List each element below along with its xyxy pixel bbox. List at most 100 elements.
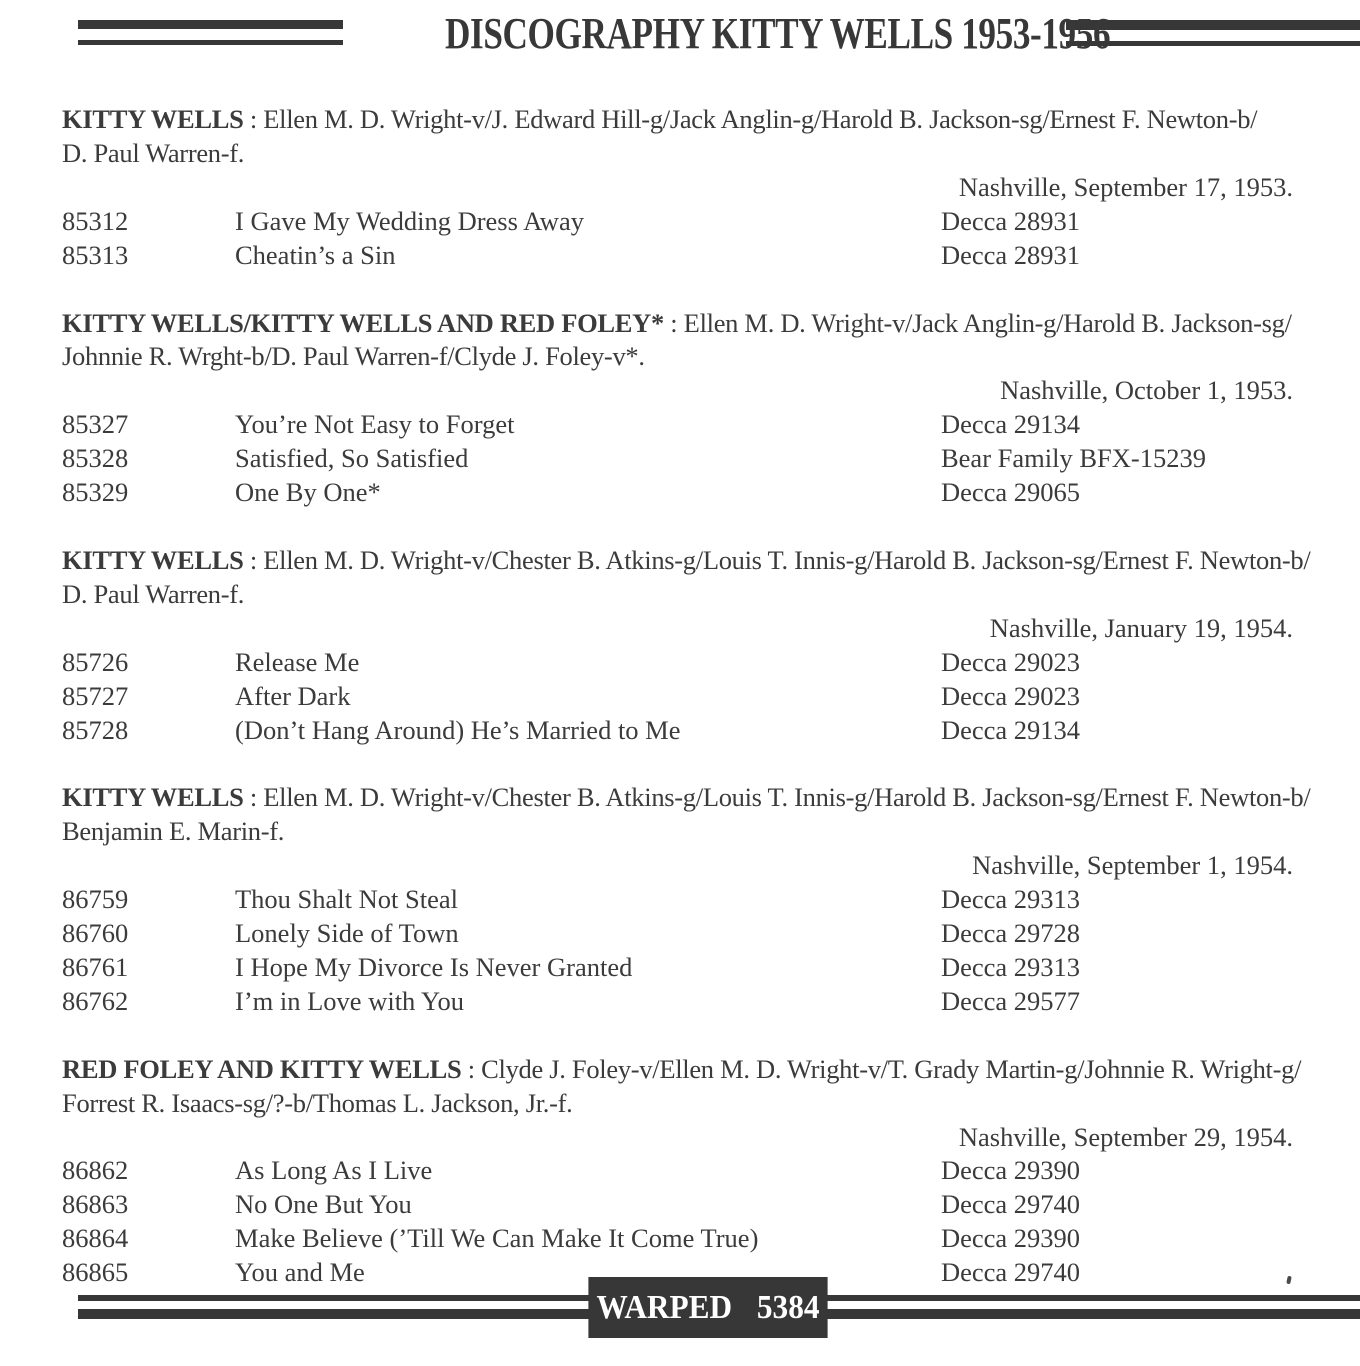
track-row: 85727 After Dark Decca 29023 (62, 680, 1360, 714)
page-title: DISCOGRAPHY KITTY WELLS 1953-1956 (445, 9, 1111, 58)
track-release: Decca 29728 (941, 918, 1081, 949)
session-date: Nashville, September 1, 1954. (972, 850, 1293, 881)
track-matrix-number: 86759 (62, 884, 129, 915)
artist-name: KITTY WELLS (62, 782, 244, 813)
track-release: Decca 29134 (941, 714, 1081, 745)
track-title: Make Believe (’Till We Can Make It Come … (235, 1223, 759, 1254)
track-row: 86862 As Long As I Live Decca 29390 (62, 1154, 1360, 1188)
track-matrix-number: 86760 (62, 918, 129, 949)
session-header-line1: KITTY WELLS : Ellen M. D. Wright-v/J. Ed… (62, 103, 1360, 137)
artist-name: KITTY WELLS (62, 544, 244, 575)
session-date: Nashville, September 29, 1954. (958, 1121, 1293, 1152)
session-credits-line1: : Ellen M. D. Wright-v/J. Edward Hill-g/… (243, 104, 1258, 134)
header-rule-left-thin (78, 40, 343, 45)
track-title: As Long As I Live (235, 1155, 433, 1186)
track-matrix-number: 85328 (62, 443, 129, 474)
track-release: Decca 29577 (941, 985, 1081, 1016)
track-release: Decca 29740 (941, 1257, 1081, 1288)
track-title: You and Me (235, 1257, 365, 1288)
discography-content: KITTY WELLS : Ellen M. D. Wright-v/J. Ed… (62, 103, 1360, 1324)
track-row: 85327 You’re Not Easy to Forget Decca 29… (62, 408, 1360, 442)
track-release: Decca 29313 (941, 951, 1081, 982)
track-title: Lonely Side of Town (235, 918, 459, 949)
track-title: I’m in Love with You (235, 985, 464, 1016)
session-date: Nashville, January 19, 1954. (989, 612, 1293, 643)
session-credits-line1: : Ellen M. D. Wright-v/Chester B. Atkins… (243, 544, 1311, 575)
track-matrix-number: 85726 (62, 646, 129, 677)
session-date: Nashville, September 17, 1953. (958, 171, 1293, 202)
track-matrix-number: 86761 (62, 951, 129, 982)
session-credits-line2: D. Paul Warren-f. (62, 578, 245, 609)
track-matrix-number: 85313 (62, 239, 129, 270)
session-credits-line1: : Clyde J. Foley-v/Ellen M. D. Wright-v/… (461, 1053, 1302, 1084)
track-release: Decca 29390 (941, 1223, 1081, 1254)
track-matrix-number: 85329 (62, 477, 129, 508)
session-block: KITTY WELLS/KITTY WELLS AND RED FOLEY* :… (62, 307, 1360, 510)
track-title: I Gave My Wedding Dress Away (235, 205, 584, 236)
track-title: Release Me (235, 646, 360, 677)
track-title: No One But You (235, 1189, 412, 1220)
track-row: 85313 Cheatin’s a Sin Decca 28931 (62, 239, 1360, 273)
session-block: KITTY WELLS : Ellen M. D. Wright-v/Chest… (62, 544, 1360, 747)
track-matrix-number: 85312 (62, 205, 129, 236)
track-title: You’re Not Easy to Forget (235, 409, 515, 440)
track-row: 86761 I Hope My Divorce Is Never Granted… (62, 951, 1360, 985)
session-credits-line1: : Ellen M. D. Wright-v/Chester B. Atkins… (243, 782, 1311, 813)
label-name: WARPED (596, 1288, 733, 1326)
track-matrix-number: 85727 (62, 680, 129, 711)
track-row: 86762 I’m in Love with You Decca 29577 (62, 985, 1360, 1019)
track-row: 86863 No One But You Decca 29740 (62, 1188, 1360, 1222)
track-matrix-number: 85327 (62, 409, 129, 440)
track-row: 85728 (Don’t Hang Around) He’s Married t… (62, 714, 1360, 748)
track-release: Decca 29390 (941, 1155, 1081, 1186)
track-release: Decca 28931 (941, 239, 1081, 270)
session-block: RED FOLEY AND KITTY WELLS : Clyde J. Fol… (62, 1053, 1360, 1290)
track-release: Decca 29023 (941, 680, 1081, 711)
header-rule-left-thick (78, 20, 343, 29)
track-title: After Dark (235, 680, 351, 711)
session-credits-line2: Johnnie R. Wrght-b/D. Paul Warren-f/Clyd… (62, 341, 645, 372)
session-block: KITTY WELLS : Ellen M. D. Wright-v/Chest… (62, 781, 1360, 1018)
track-row: 85329 One By One* Decca 29065 (62, 476, 1360, 510)
artist-name: KITTY WELLS/KITTY WELLS AND RED FOLEY* (62, 307, 664, 338)
session-credits-line2: D. Paul Warren-f. (62, 137, 245, 168)
artist-name: RED FOLEY AND KITTY WELLS (62, 1053, 462, 1084)
track-matrix-number: 86865 (62, 1257, 129, 1288)
track-title: Cheatin’s a Sin (235, 239, 396, 270)
session-header-line1: KITTY WELLS : Ellen M. D. Wright-v/Chest… (62, 781, 1360, 815)
track-matrix-number: 85728 (62, 714, 129, 745)
header-rule-right-thin (1066, 41, 1360, 46)
track-matrix-number: 86863 (62, 1189, 129, 1220)
track-release: Bear Family BFX-15239 (941, 443, 1206, 474)
track-matrix-number: 86864 (62, 1223, 129, 1254)
track-title: Satisfied, So Satisfied (235, 443, 469, 474)
track-title: One By One* (235, 477, 381, 508)
track-matrix-number: 86862 (62, 1155, 129, 1186)
track-release: Decca 29740 (941, 1189, 1081, 1220)
session-header-line1: KITTY WELLS : Ellen M. D. Wright-v/Chest… (62, 544, 1360, 578)
session-credits-line2: Forrest R. Isaacs-sg/?-b/Thomas L. Jacks… (62, 1087, 573, 1118)
session-date: Nashville, October 1, 1953. (1000, 375, 1293, 406)
session-credits-line1: : Ellen M. D. Wright-v/Jack Anglin-g/Har… (663, 307, 1292, 338)
track-matrix-number: 86762 (62, 985, 129, 1016)
session-header-line1: RED FOLEY AND KITTY WELLS : Clyde J. Fol… (62, 1053, 1360, 1087)
track-title: I Hope My Divorce Is Never Granted (235, 951, 633, 982)
track-row: 86864 Make Believe (’Till We Can Make It… (62, 1222, 1360, 1256)
track-row: 85312 I Gave My Wedding Dress Away Decca… (62, 205, 1360, 239)
track-row: 86760 Lonely Side of Town Decca 29728 (62, 917, 1360, 951)
release-label-badge: WARPED 5384 (588, 1277, 828, 1338)
track-release: Decca 29313 (941, 884, 1081, 915)
track-row: 86865 You and Me Decca 29740 (62, 1256, 1360, 1290)
catalog-number: 5384 (756, 1288, 820, 1326)
track-title: Thou Shalt Not Steal (235, 884, 459, 915)
track-row: 85726 Release Me Decca 29023 (62, 646, 1360, 680)
session-header-line1: KITTY WELLS/KITTY WELLS AND RED FOLEY* :… (62, 307, 1360, 341)
track-release: Decca 29134 (941, 409, 1081, 440)
track-row: 86759 Thou Shalt Not Steal Decca 29313 (62, 883, 1360, 917)
track-release: Decca 28931 (941, 205, 1081, 236)
session-block: KITTY WELLS : Ellen M. D. Wright-v/J. Ed… (62, 103, 1360, 273)
track-title: (Don’t Hang Around) He’s Married to Me (235, 714, 681, 745)
track-release: Decca 29023 (941, 646, 1081, 677)
track-release: Decca 29065 (941, 477, 1081, 508)
